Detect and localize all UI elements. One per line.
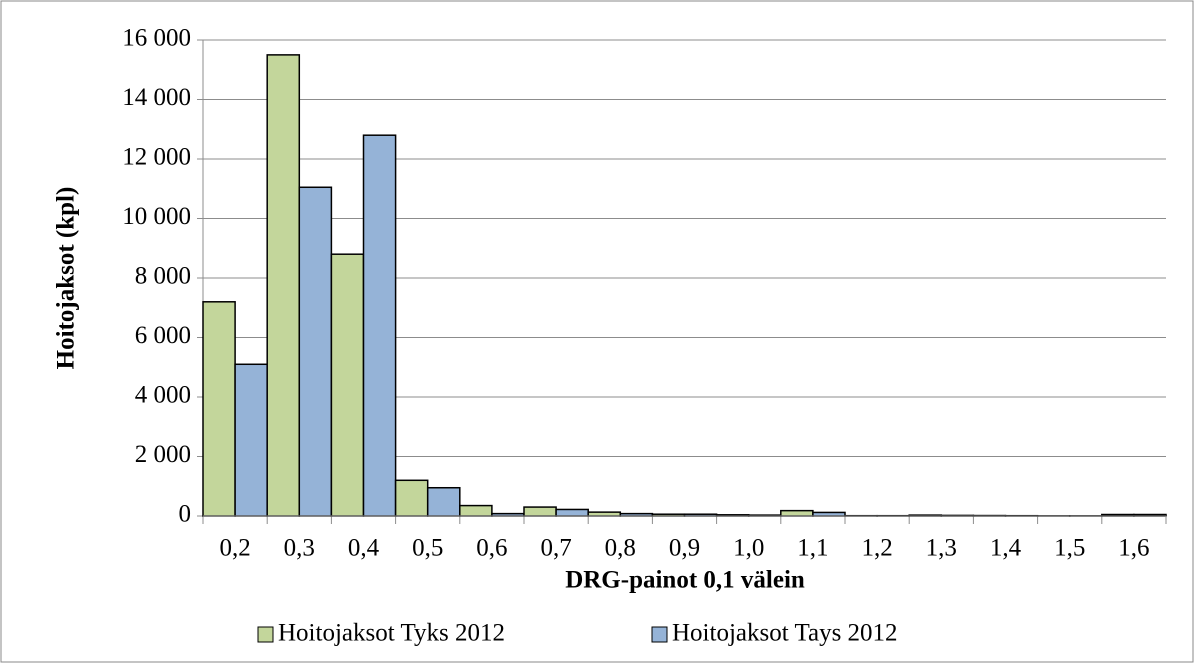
y-tick-label: 14 000 [122,84,191,111]
y-tick-label: 16 000 [122,25,191,52]
bar [459,504,493,517]
bar [202,301,236,517]
y-axis-title: Hoitojaksot (kpl) [53,187,80,370]
bar [523,506,557,517]
x-tick-label: 1,1 [797,535,828,562]
bar [426,486,461,517]
x-tick-label: 0,2 [219,535,250,562]
x-tick-label: 0,7 [540,535,571,562]
legend-swatch [257,626,274,643]
x-tick-label: 1,0 [733,535,764,562]
x-tick-label: 0,9 [669,535,700,562]
y-tick-label: 6 000 [135,322,191,349]
x-tick-label: 1,4 [990,535,1022,562]
y-tick-label: 8 000 [135,263,191,290]
x-tick-label: 0,6 [476,535,507,562]
bar [266,54,301,517]
x-tick-label: 0,8 [605,535,636,562]
x-tick-label: 1,3 [926,535,957,562]
legend-label: Hoitojaksot Tays 2012 [672,620,898,647]
y-tick-label: 2 000 [135,441,191,468]
y-tick-label: 10 000 [122,203,191,230]
x-axis-title: DRG-painot 0,1 välein [565,567,805,594]
bar [234,363,268,517]
x-tick-label: 1,5 [1054,535,1085,562]
bar [394,479,429,517]
bar [780,509,814,517]
y-tick-label: 0 [179,501,192,528]
bar [362,134,397,517]
bar [555,508,589,517]
bar [587,511,622,517]
legend-label: Hoitojaksot Tyks 2012 [278,620,505,647]
y-tick-label: 4 000 [135,382,191,409]
x-tick-label: 0,3 [284,535,315,562]
bar [812,511,846,517]
bar [330,253,365,517]
x-tick-label: 1,6 [1118,535,1149,562]
x-tick-label: 0,5 [412,535,443,562]
legend-swatch [651,626,668,643]
x-tick-label: 0,4 [348,535,380,562]
bar [298,186,333,517]
x-tick-label: 1,2 [861,535,892,562]
y-tick-label: 12 000 [122,144,191,171]
